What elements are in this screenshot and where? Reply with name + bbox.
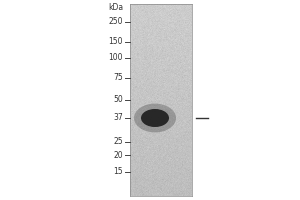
Text: 150: 150 bbox=[109, 38, 123, 46]
Ellipse shape bbox=[134, 104, 176, 132]
Text: 25: 25 bbox=[113, 138, 123, 146]
Text: 100: 100 bbox=[109, 53, 123, 62]
Text: 75: 75 bbox=[113, 73, 123, 82]
Text: 15: 15 bbox=[113, 168, 123, 176]
Text: 37: 37 bbox=[113, 114, 123, 122]
Text: 250: 250 bbox=[109, 18, 123, 26]
Text: kDa: kDa bbox=[108, 3, 123, 12]
Text: 50: 50 bbox=[113, 96, 123, 104]
Ellipse shape bbox=[141, 109, 169, 127]
Text: 20: 20 bbox=[113, 150, 123, 160]
